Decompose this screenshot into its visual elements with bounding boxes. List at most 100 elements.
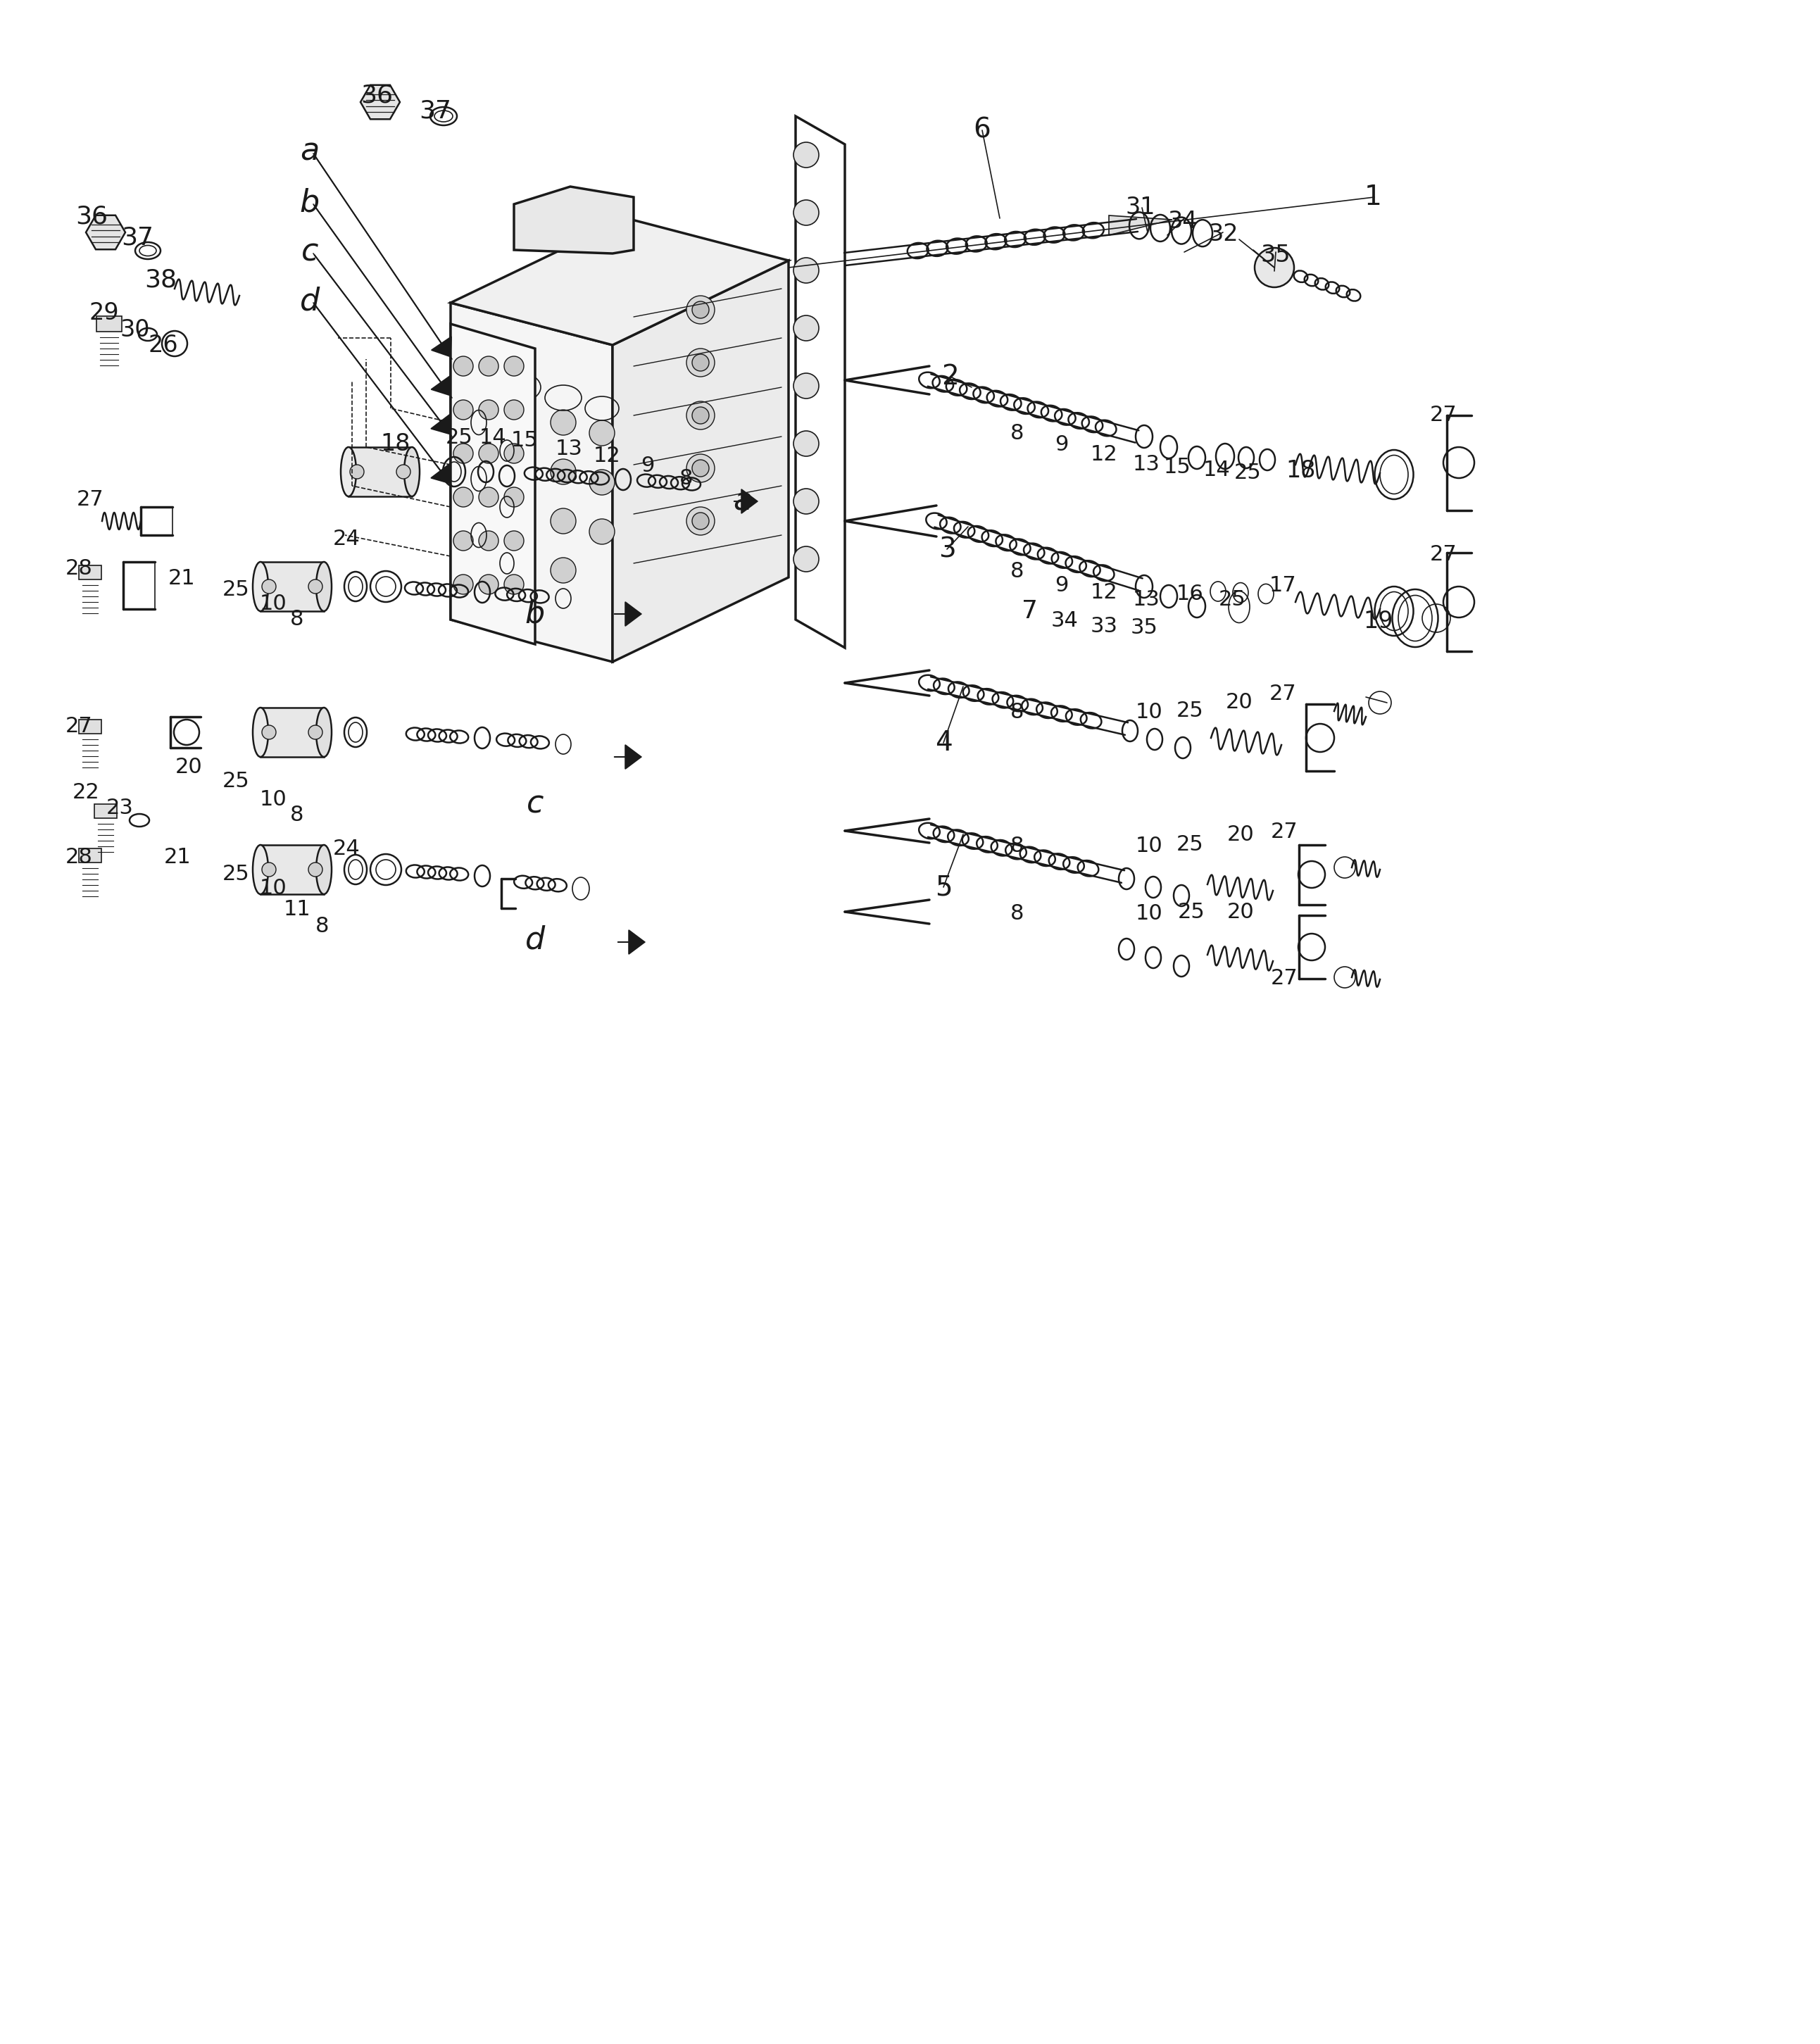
Circle shape bbox=[504, 444, 524, 464]
Text: 3: 3 bbox=[939, 536, 956, 562]
Circle shape bbox=[686, 454, 715, 482]
Text: 22: 22 bbox=[73, 783, 100, 803]
Text: 9: 9 bbox=[1056, 435, 1068, 456]
Circle shape bbox=[308, 863, 322, 877]
Circle shape bbox=[262, 726, 277, 740]
Text: 2: 2 bbox=[941, 364, 959, 390]
Ellipse shape bbox=[253, 844, 268, 893]
Circle shape bbox=[453, 531, 473, 550]
Circle shape bbox=[692, 407, 710, 423]
Text: 8: 8 bbox=[289, 805, 304, 826]
Circle shape bbox=[479, 444, 499, 464]
Circle shape bbox=[508, 397, 533, 421]
Circle shape bbox=[504, 356, 524, 376]
Text: c: c bbox=[526, 789, 544, 820]
Text: b: b bbox=[300, 188, 320, 219]
Text: c: c bbox=[300, 237, 318, 268]
Text: 13: 13 bbox=[1132, 589, 1159, 609]
Circle shape bbox=[479, 401, 499, 419]
Circle shape bbox=[453, 356, 473, 376]
Bar bbox=[348, 448, 411, 497]
Circle shape bbox=[479, 531, 499, 550]
Text: 25: 25 bbox=[222, 580, 249, 601]
Text: 20: 20 bbox=[175, 756, 202, 777]
Text: 27: 27 bbox=[76, 491, 104, 511]
Circle shape bbox=[466, 382, 491, 407]
Circle shape bbox=[308, 578, 322, 593]
Circle shape bbox=[508, 495, 533, 519]
Text: 12: 12 bbox=[1090, 446, 1117, 466]
Text: 8: 8 bbox=[289, 609, 304, 630]
Circle shape bbox=[508, 544, 533, 568]
Text: 1: 1 bbox=[1365, 184, 1381, 211]
Text: 25: 25 bbox=[1176, 701, 1203, 722]
Text: 6: 6 bbox=[974, 117, 990, 143]
Text: 37: 37 bbox=[122, 227, 153, 249]
Text: 13: 13 bbox=[1132, 454, 1159, 474]
Text: 25: 25 bbox=[1218, 589, 1245, 609]
Text: a: a bbox=[300, 137, 318, 166]
Text: 21: 21 bbox=[167, 568, 195, 589]
Ellipse shape bbox=[404, 448, 420, 497]
Text: 8: 8 bbox=[1010, 562, 1025, 583]
Text: 10: 10 bbox=[1136, 703, 1163, 724]
Ellipse shape bbox=[317, 707, 331, 756]
Polygon shape bbox=[451, 219, 788, 345]
Circle shape bbox=[686, 401, 715, 429]
Text: 21: 21 bbox=[164, 848, 191, 869]
Text: 24: 24 bbox=[333, 529, 360, 550]
Polygon shape bbox=[96, 317, 122, 331]
Text: 13: 13 bbox=[555, 439, 582, 460]
Circle shape bbox=[508, 446, 533, 470]
Text: 9: 9 bbox=[1056, 576, 1068, 597]
Circle shape bbox=[466, 578, 491, 605]
Circle shape bbox=[466, 529, 491, 554]
Text: 27: 27 bbox=[1269, 683, 1296, 703]
Circle shape bbox=[479, 356, 499, 376]
Text: 9: 9 bbox=[641, 456, 655, 476]
Text: 10: 10 bbox=[260, 595, 288, 615]
Text: 18: 18 bbox=[380, 431, 411, 456]
Circle shape bbox=[453, 444, 473, 464]
Circle shape bbox=[508, 593, 533, 617]
Circle shape bbox=[1254, 247, 1294, 288]
Text: 10: 10 bbox=[260, 879, 288, 899]
Text: 23: 23 bbox=[106, 797, 133, 818]
Text: 18: 18 bbox=[1287, 458, 1316, 482]
Text: 25: 25 bbox=[1234, 462, 1261, 482]
Polygon shape bbox=[360, 86, 400, 119]
Ellipse shape bbox=[253, 707, 268, 756]
Text: a: a bbox=[733, 486, 752, 517]
Bar bbox=[260, 844, 324, 893]
Text: 17: 17 bbox=[1269, 576, 1296, 597]
Text: 35: 35 bbox=[1261, 243, 1290, 266]
Bar bbox=[260, 562, 324, 611]
Circle shape bbox=[794, 489, 819, 513]
Ellipse shape bbox=[340, 448, 357, 497]
Circle shape bbox=[551, 460, 575, 484]
Text: d: d bbox=[300, 286, 320, 317]
Bar bbox=[260, 707, 324, 756]
Text: 20: 20 bbox=[1227, 824, 1254, 844]
Text: 12: 12 bbox=[593, 446, 621, 466]
Text: 36: 36 bbox=[360, 84, 393, 106]
Polygon shape bbox=[95, 805, 116, 818]
Circle shape bbox=[551, 509, 575, 533]
Circle shape bbox=[794, 374, 819, 399]
Text: 12: 12 bbox=[1090, 583, 1117, 603]
Circle shape bbox=[692, 354, 710, 372]
Circle shape bbox=[466, 431, 491, 456]
Text: 25: 25 bbox=[222, 865, 249, 885]
Text: 19: 19 bbox=[1363, 609, 1394, 634]
Text: 34: 34 bbox=[1050, 611, 1077, 632]
Text: 27: 27 bbox=[1431, 544, 1458, 564]
Circle shape bbox=[686, 350, 715, 376]
Text: 28: 28 bbox=[66, 558, 93, 578]
Circle shape bbox=[692, 300, 710, 319]
Text: 27: 27 bbox=[1270, 969, 1298, 989]
Circle shape bbox=[504, 486, 524, 507]
Circle shape bbox=[349, 464, 364, 478]
Text: 26: 26 bbox=[149, 333, 178, 356]
Text: 27: 27 bbox=[66, 715, 93, 736]
Circle shape bbox=[479, 486, 499, 507]
